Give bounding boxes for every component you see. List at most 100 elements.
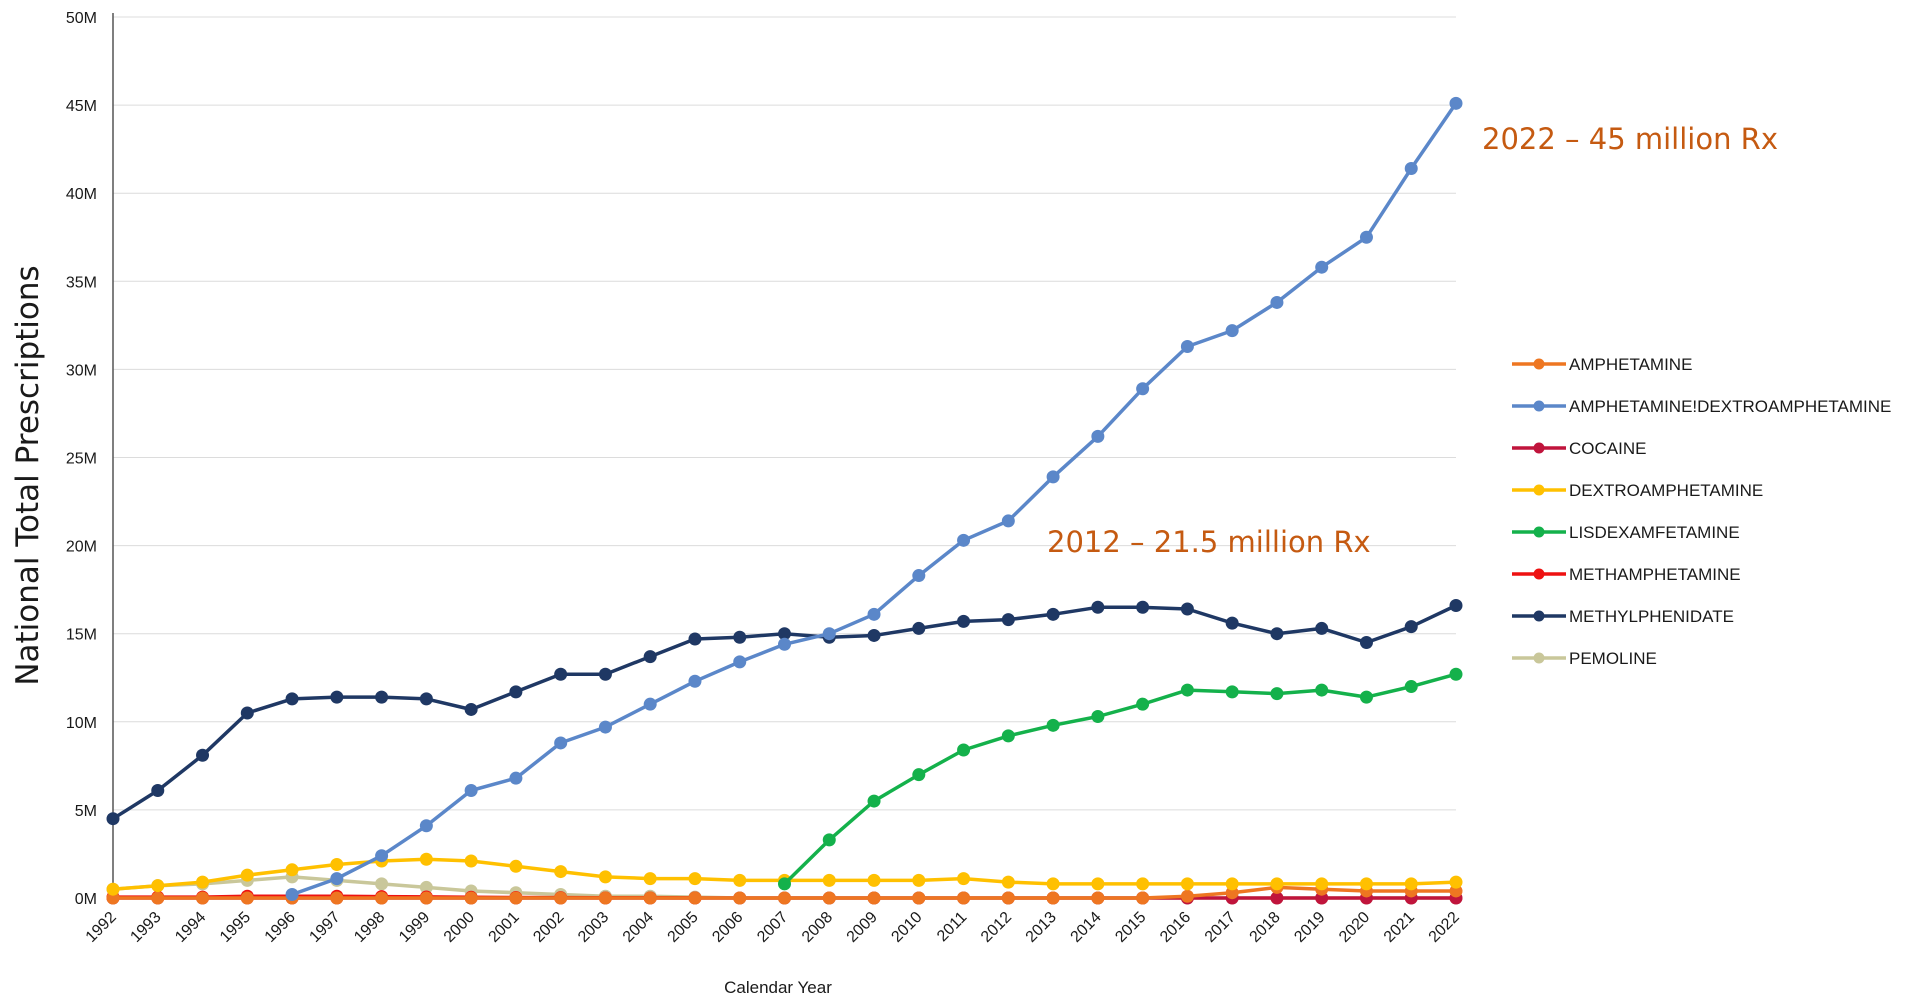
x-tick-label: 1998 — [351, 909, 388, 946]
data-point — [330, 891, 344, 905]
data-point — [151, 891, 165, 905]
data-point — [375, 849, 389, 863]
data-point — [1136, 891, 1150, 905]
data-point — [822, 891, 836, 905]
data-point — [778, 637, 791, 651]
data-point — [1270, 687, 1284, 701]
legend-label: COCAINE — [1569, 439, 1646, 458]
data-point — [151, 879, 165, 893]
data-point — [554, 736, 568, 750]
legend-swatch-marker — [1533, 400, 1545, 412]
x-axis-ticks: 1992 1993 1994 1995 1996 1997 1998 1999 2000 2001… — [83, 909, 1463, 946]
data-point — [1180, 602, 1194, 616]
y-tick-label: 15M — [66, 627, 97, 644]
data-point — [1046, 607, 1060, 621]
data-point — [643, 872, 657, 886]
data-point — [1315, 621, 1329, 635]
data-point — [106, 812, 120, 826]
legend-label: AMPHETAMINE — [1569, 355, 1692, 374]
data-point — [1449, 599, 1463, 613]
x-tick-label: 2000 — [441, 909, 478, 946]
data-point — [419, 891, 433, 905]
x-tick-label: 2018 — [1247, 909, 1284, 946]
x-tick-label: 2004 — [620, 909, 657, 946]
data-point — [598, 891, 612, 905]
data-point — [1001, 875, 1015, 889]
data-point — [912, 891, 926, 905]
data-point — [509, 859, 523, 873]
data-point — [1180, 889, 1194, 903]
data-point — [1270, 891, 1284, 905]
x-tick-label: 1996 — [262, 909, 299, 946]
x-tick-label: 2016 — [1157, 909, 1194, 946]
data-point — [1449, 875, 1463, 889]
data-point — [598, 667, 612, 681]
legend-label: METHAMPHETAMINE — [1569, 565, 1741, 584]
data-point — [1136, 877, 1150, 891]
data-point — [330, 872, 344, 886]
legend-label: METHYLPHENIDATE — [1569, 607, 1734, 626]
data-point — [1136, 600, 1150, 614]
x-tick-label: 2005 — [665, 909, 702, 946]
data-point — [733, 630, 747, 644]
x-tick-label: 2008 — [799, 909, 836, 946]
y-tick-label: 20M — [66, 539, 97, 556]
data-point — [1449, 96, 1463, 110]
data-point — [1046, 718, 1060, 732]
series-lisdexamfetamine — [778, 667, 1463, 891]
data-point — [957, 743, 971, 757]
data-point — [912, 873, 926, 887]
data-point — [957, 872, 971, 886]
data-point — [1449, 667, 1463, 681]
data-point — [867, 794, 881, 808]
data-point — [419, 880, 433, 894]
data-point — [912, 621, 926, 635]
legend-item: AMPHETAMINE — [1512, 355, 1692, 374]
data-point — [1404, 877, 1418, 891]
data-point — [509, 891, 523, 905]
y-tick-label: 5M — [75, 803, 97, 820]
data-point — [1001, 729, 1015, 743]
data-point — [822, 627, 836, 641]
annotation-2012: 2012 – 21.5 million Rx — [1047, 525, 1371, 559]
data-point — [778, 891, 791, 905]
legend-swatch-marker — [1533, 610, 1545, 622]
legend-item: LISDEXAMFETAMINE — [1512, 523, 1740, 542]
data-point — [1270, 295, 1284, 309]
data-point — [464, 702, 478, 716]
data-point — [1136, 382, 1150, 396]
legend-swatch-marker — [1533, 358, 1545, 370]
data-point — [1359, 230, 1373, 244]
data-point — [1270, 627, 1284, 641]
data-point — [1180, 339, 1194, 353]
data-point — [1180, 683, 1194, 697]
series-amphetamine-dextroamphetamine — [285, 96, 1463, 901]
data-point — [375, 891, 389, 905]
x-tick-label: 2022 — [1426, 909, 1463, 946]
data-point — [1225, 616, 1239, 630]
data-point — [688, 632, 702, 646]
legend-item: PEMOLINE — [1512, 649, 1657, 668]
data-point — [643, 650, 657, 664]
data-point — [151, 784, 165, 798]
data-point — [733, 655, 747, 669]
data-point — [1001, 613, 1015, 627]
x-tick-label: 2009 — [844, 909, 881, 946]
x-tick-label: 2013 — [1023, 909, 1060, 946]
data-point — [419, 852, 433, 866]
data-point — [1046, 877, 1060, 891]
annotation-2022: 2022 – 45 million Rx — [1482, 122, 1778, 156]
data-point — [1404, 680, 1418, 694]
data-point — [1091, 600, 1105, 614]
legend-item: DEXTROAMPHETAMINE — [1512, 481, 1763, 500]
data-point — [240, 706, 254, 720]
data-point — [1091, 877, 1105, 891]
data-point — [1180, 877, 1194, 891]
x-tick-label: 2017 — [1202, 909, 1239, 946]
data-point — [1359, 636, 1373, 650]
legend-swatch-marker — [1533, 526, 1545, 538]
legend-swatch-marker — [1533, 442, 1545, 454]
data-point — [822, 873, 836, 887]
x-tick-label: 2012 — [978, 909, 1015, 946]
